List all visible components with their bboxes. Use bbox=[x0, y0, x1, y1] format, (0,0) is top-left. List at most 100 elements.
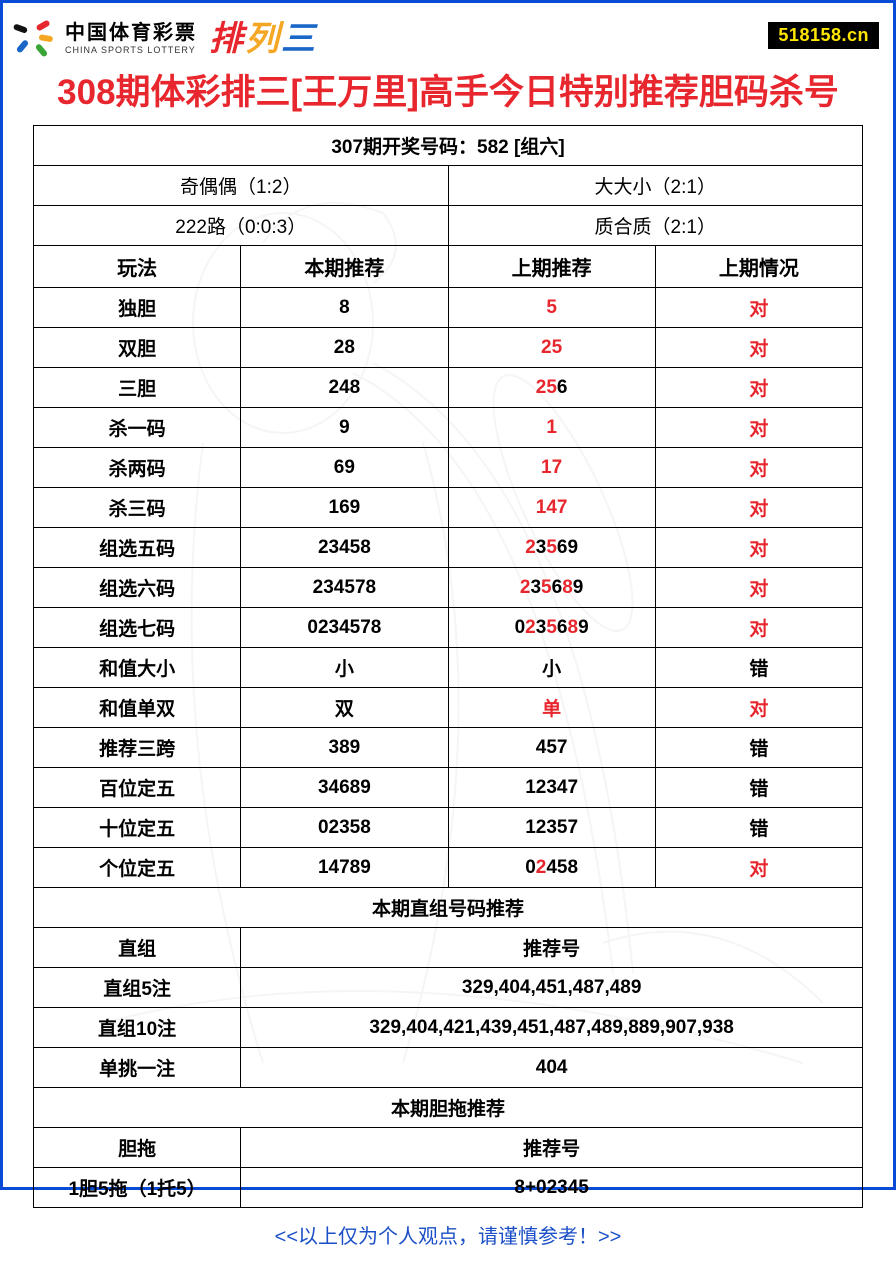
zhizu-col-right: 推荐号 bbox=[241, 928, 863, 968]
row-previous: 小 bbox=[448, 648, 655, 688]
table-row: 双胆2825对 bbox=[34, 328, 863, 368]
row-name: 百位定五 bbox=[34, 768, 241, 808]
row-previous: 457 bbox=[448, 728, 655, 768]
row-previous: 23569 bbox=[448, 528, 655, 568]
row-current: 14789 bbox=[241, 848, 448, 888]
table-row: 和值单双双单对 bbox=[34, 688, 863, 728]
section-header: 本期胆拖推荐 bbox=[34, 1088, 863, 1128]
table-row: 杀两码6917对 bbox=[34, 448, 863, 488]
pair-left: 奇偶偶（1:2） bbox=[34, 166, 449, 206]
row-name: 和值大小 bbox=[34, 648, 241, 688]
section-header: 本期直组号码推荐 bbox=[34, 888, 863, 928]
lottery-logo-icon bbox=[17, 16, 57, 56]
table-header-row: 玩法 本期推荐 上期推荐 上期情况 bbox=[34, 246, 863, 288]
row-previous: 17 bbox=[448, 448, 655, 488]
row-result: 对 bbox=[655, 448, 862, 488]
row-current: 34689 bbox=[241, 768, 448, 808]
row-name: 独胆 bbox=[34, 288, 241, 328]
pair-right: 质合质（2:1） bbox=[448, 206, 863, 246]
table-row: 直组5注329,404,451,487,489 bbox=[34, 968, 863, 1008]
zhizu-right: 404 bbox=[241, 1048, 863, 1088]
site-badge: 518158.cn bbox=[768, 22, 879, 49]
dantuo-col-right: 推荐号 bbox=[241, 1128, 863, 1168]
logo-block: 中国体育彩票 CHINA SPORTS LOTTERY 排 列 三 bbox=[17, 11, 315, 60]
table-row: 直组 推荐号 bbox=[34, 928, 863, 968]
table-row: 单挑一注404 bbox=[34, 1048, 863, 1088]
row-name: 组选五码 bbox=[34, 528, 241, 568]
row-result: 对 bbox=[655, 408, 862, 448]
table-row: 胆拖 推荐号 bbox=[34, 1128, 863, 1168]
row-current: 28 bbox=[241, 328, 448, 368]
row-current: 小 bbox=[241, 648, 448, 688]
row-current: 69 bbox=[241, 448, 448, 488]
row-previous: 256 bbox=[448, 368, 655, 408]
row-name: 杀两码 bbox=[34, 448, 241, 488]
header: 中国体育彩票 CHINA SPORTS LOTTERY 排 列 三 518158… bbox=[3, 3, 893, 62]
row-name: 三胆 bbox=[34, 368, 241, 408]
dantuo-right: 8+02345 bbox=[241, 1168, 863, 1208]
row-result: 对 bbox=[655, 328, 862, 368]
draw-result: 307期开奖号码：582 [组六] bbox=[34, 126, 863, 166]
row-result: 对 bbox=[655, 528, 862, 568]
row-previous: 5 bbox=[448, 288, 655, 328]
page-title: 308期体彩排三[王万里]高手今日特别推荐胆码杀号 bbox=[3, 62, 893, 125]
row-current: 389 bbox=[241, 728, 448, 768]
row-previous: 25 bbox=[448, 328, 655, 368]
row-name: 组选六码 bbox=[34, 568, 241, 608]
row-current: 0234578 bbox=[241, 608, 448, 648]
row-previous: 12357 bbox=[448, 808, 655, 848]
row-result: 对 bbox=[655, 368, 862, 408]
table-row: 组选五码2345823569对 bbox=[34, 528, 863, 568]
logo-cn: 中国体育彩票 bbox=[65, 16, 197, 45]
table-row: 1胆5拖（1托5）8+02345 bbox=[34, 1168, 863, 1208]
logo-en: CHINA SPORTS LOTTERY bbox=[65, 45, 197, 55]
row-previous: 1 bbox=[448, 408, 655, 448]
row-previous: 147 bbox=[448, 488, 655, 528]
row-result: 错 bbox=[655, 808, 862, 848]
dantuo-left: 1胆5拖（1托5） bbox=[34, 1168, 241, 1208]
row-previous: 0235689 bbox=[448, 608, 655, 648]
row-result: 错 bbox=[655, 728, 862, 768]
table-row: 奇偶偶（1:2）大大小（2:1） bbox=[34, 166, 863, 206]
zhizu-left: 直组5注 bbox=[34, 968, 241, 1008]
table-row: 和值大小小小错 bbox=[34, 648, 863, 688]
main-table: 307期开奖号码：582 [组六] 奇偶偶（1:2）大大小（2:1）222路（0… bbox=[33, 125, 863, 1208]
dantuo-section: 本期胆拖推荐 bbox=[34, 1088, 863, 1128]
row-current: 23458 bbox=[241, 528, 448, 568]
table-row: 222路（0:0:3）质合质（2:1） bbox=[34, 206, 863, 246]
row-result: 错 bbox=[655, 648, 862, 688]
zhizu-section: 本期直组号码推荐 bbox=[34, 888, 863, 928]
row-name: 杀一码 bbox=[34, 408, 241, 448]
table-row: 百位定五3468912347错 bbox=[34, 768, 863, 808]
col-current: 本期推荐 bbox=[241, 246, 448, 288]
zhizu-right: 329,404,451,487,489 bbox=[241, 968, 863, 1008]
table-row: 十位定五0235812357错 bbox=[34, 808, 863, 848]
footer-note: <<以上仅为个人观点，请谨慎参考！>> bbox=[33, 1208, 863, 1261]
table-row: 307期开奖号码：582 [组六] bbox=[34, 126, 863, 166]
row-name: 推荐三跨 bbox=[34, 728, 241, 768]
row-current: 8 bbox=[241, 288, 448, 328]
row-previous: 单 bbox=[448, 688, 655, 728]
row-result: 对 bbox=[655, 688, 862, 728]
row-previous: 12347 bbox=[448, 768, 655, 808]
pair-left: 222路（0:0:3） bbox=[34, 206, 449, 246]
row-current: 02358 bbox=[241, 808, 448, 848]
row-name: 和值单双 bbox=[34, 688, 241, 728]
dantuo-col-left: 胆拖 bbox=[34, 1128, 241, 1168]
page-frame: 中国体育彩票 CHINA SPORTS LOTTERY 排 列 三 518158… bbox=[0, 0, 896, 1190]
table-row: 组选七码02345780235689对 bbox=[34, 608, 863, 648]
table-row: 直组10注329,404,421,439,451,487,489,889,907… bbox=[34, 1008, 863, 1048]
row-current: 248 bbox=[241, 368, 448, 408]
row-result: 对 bbox=[655, 568, 862, 608]
table-wrap: 307期开奖号码：582 [组六] 奇偶偶（1:2）大大小（2:1）222路（0… bbox=[3, 125, 893, 1261]
row-current: 双 bbox=[241, 688, 448, 728]
col-result: 上期情况 bbox=[655, 246, 862, 288]
row-result: 对 bbox=[655, 288, 862, 328]
row-previous: 02458 bbox=[448, 848, 655, 888]
logo-text: 中国体育彩票 CHINA SPORTS LOTTERY bbox=[65, 16, 197, 55]
pair-right: 大大小（2:1） bbox=[448, 166, 863, 206]
col-playtype: 玩法 bbox=[34, 246, 241, 288]
table-row: 个位定五1478902458对 bbox=[34, 848, 863, 888]
row-name: 个位定五 bbox=[34, 848, 241, 888]
row-name: 双胆 bbox=[34, 328, 241, 368]
